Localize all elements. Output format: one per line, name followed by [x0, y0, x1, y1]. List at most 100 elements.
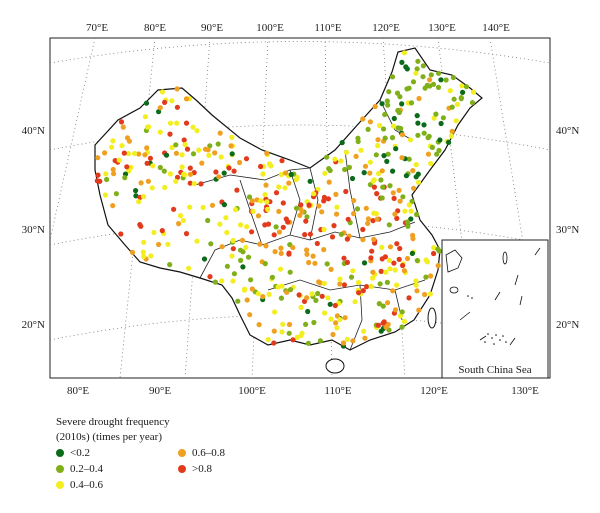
- station-dot: [438, 77, 444, 83]
- station-dot: [454, 101, 461, 107]
- legend-item-04-06: 0.4–0.6: [56, 479, 103, 491]
- station-dot: [174, 104, 180, 110]
- station-dot: [269, 274, 275, 280]
- station-dot: [341, 282, 347, 288]
- station-dot: [177, 213, 184, 219]
- station-dot: [414, 211, 420, 218]
- station-dot: [446, 139, 452, 145]
- station-dot: [167, 262, 173, 268]
- station-dot: [290, 244, 296, 251]
- station-dot: [392, 307, 399, 313]
- station-dot: [200, 204, 206, 211]
- station-dot: [103, 171, 109, 177]
- station-dot: [307, 178, 313, 184]
- station-dot: [159, 89, 166, 95]
- station-dot: [263, 243, 269, 249]
- station-dot: [306, 259, 312, 266]
- legend-swatch: [56, 465, 64, 473]
- station-dot: [405, 223, 411, 229]
- station-dot: [159, 228, 165, 234]
- station-dot: [230, 278, 236, 284]
- station-dot: [363, 205, 369, 211]
- station-dot: [334, 204, 340, 210]
- station-dot: [348, 274, 355, 280]
- station-dot: [293, 205, 300, 211]
- station-dot: [317, 338, 323, 344]
- station-dot: [309, 291, 315, 297]
- station-dot: [271, 328, 277, 334]
- station-dot: [408, 216, 414, 222]
- station-dot: [205, 217, 211, 224]
- station-dot: [392, 267, 398, 273]
- station-dot: [181, 137, 187, 143]
- station-dot: [316, 203, 322, 209]
- station-dot: [367, 170, 373, 176]
- station-dot: [255, 291, 261, 297]
- station-dot: [173, 150, 179, 156]
- station-dot: [218, 154, 224, 160]
- station-dot: [310, 253, 316, 259]
- station-dot: [344, 259, 350, 265]
- station-dot: [321, 280, 327, 286]
- station-dot: [260, 294, 266, 300]
- bottom-lon-label: 90°E: [149, 385, 171, 397]
- station-dot: [209, 202, 216, 208]
- station-dot: [129, 249, 136, 255]
- station-dot: [304, 214, 310, 220]
- station-dot: [436, 70, 442, 76]
- station-dot: [397, 198, 403, 204]
- station-dot: [415, 171, 421, 177]
- station-dot: [344, 336, 350, 342]
- station-dot: [428, 160, 434, 167]
- station-dot: [413, 278, 419, 284]
- station-dot: [212, 279, 218, 285]
- station-dot: [337, 276, 343, 282]
- station-dot: [408, 208, 414, 214]
- station-dot: [387, 244, 394, 250]
- station-dot: [448, 133, 455, 139]
- station-dot: [428, 273, 434, 279]
- station-dot: [460, 89, 466, 95]
- station-dot: [404, 255, 411, 262]
- station-dot: [95, 172, 101, 178]
- station-dot: [342, 315, 348, 321]
- station-dot: [161, 168, 167, 174]
- station-dot: [399, 309, 405, 315]
- station-dot: [415, 132, 421, 138]
- station-dot: [296, 292, 302, 298]
- station-dot: [409, 250, 415, 256]
- station-dot: [299, 209, 305, 215]
- station-dot: [400, 194, 406, 200]
- station-dot: [286, 330, 292, 336]
- station-dot: [384, 98, 390, 104]
- station-dot: [321, 226, 327, 233]
- station-dot: [230, 237, 236, 244]
- station-dot: [362, 335, 368, 341]
- right-lat-labels: 40°N 30°N 20°N: [556, 125, 579, 331]
- station-dot: [329, 234, 336, 240]
- station-dot: [425, 135, 431, 141]
- station-dots: [94, 50, 477, 349]
- station-dot: [128, 164, 134, 170]
- station-dot: [378, 268, 384, 274]
- station-dot: [325, 196, 331, 202]
- station-dot: [219, 278, 225, 284]
- station-dot: [171, 206, 177, 212]
- station-dot: [340, 340, 347, 346]
- station-dot: [333, 191, 339, 197]
- station-dot: [149, 185, 155, 191]
- station-dot: [239, 237, 246, 243]
- station-dot: [371, 184, 377, 190]
- station-dot: [278, 245, 284, 251]
- station-dot: [354, 206, 361, 212]
- station-dot: [370, 269, 376, 275]
- station-dot: [196, 147, 202, 153]
- station-dot: [306, 202, 312, 208]
- station-dot: [276, 208, 282, 214]
- station-dot: [351, 211, 357, 217]
- station-dot: [422, 291, 428, 298]
- station-dot: [400, 262, 406, 269]
- station-dot: [169, 144, 175, 151]
- station-dot: [391, 195, 397, 201]
- station-dot: [396, 256, 402, 262]
